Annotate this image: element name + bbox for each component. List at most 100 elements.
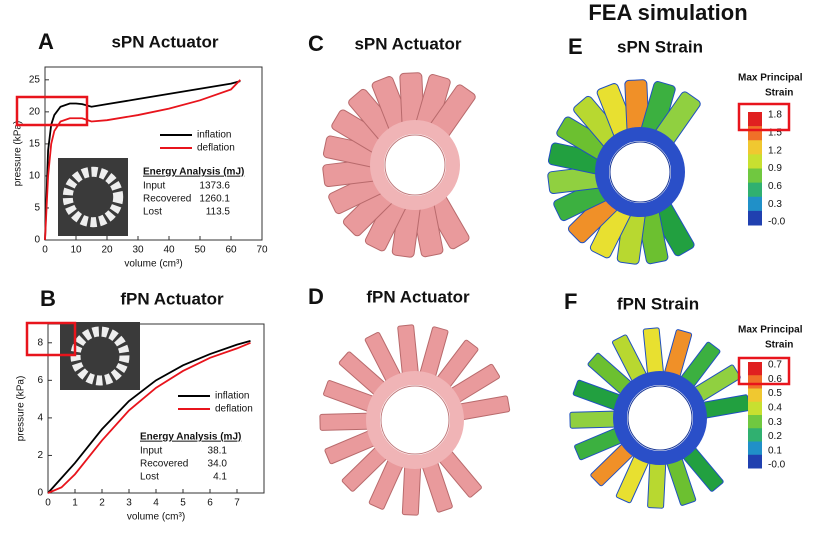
energy-value: 38.1 [208, 446, 228, 457]
colorbar-segment [748, 428, 762, 442]
y-tick-label: 20 [29, 106, 41, 117]
colorbar-segment [748, 375, 762, 389]
y-tick-label: 8 [37, 337, 43, 348]
y-tick-label: 5 [34, 203, 40, 214]
header: FEA simulation [588, 0, 747, 25]
energy-label: Lost [143, 207, 162, 218]
x-tick-label: 0 [45, 498, 51, 509]
colorbar-segment [748, 126, 762, 141]
energy-value: 1373.6 [199, 181, 230, 192]
x-tick-label: 7 [234, 498, 240, 509]
y-tick-label: 2 [37, 450, 43, 461]
x-tick-label: 30 [132, 245, 144, 256]
x-tick-label: 5 [180, 498, 186, 509]
x-tick-label: 40 [163, 245, 175, 256]
plot-frame [44, 66, 263, 241]
panel-letter: C [308, 31, 324, 56]
inner-hole [384, 134, 446, 196]
panel-title: fPN Actuator [366, 287, 470, 306]
y-tick-label: 0 [34, 235, 40, 246]
x-tick-label: 6 [207, 498, 213, 509]
panel-letter: D [308, 284, 324, 309]
x-tick-label: 2 [99, 498, 105, 509]
inset-actuator [62, 166, 124, 228]
y-tick-label: 0 [37, 488, 43, 499]
legend-label: inflation [215, 391, 249, 402]
panel-title: sPN Actuator [111, 32, 218, 51]
energy-value: 4.1 [213, 472, 227, 483]
panel-title: sPN Strain [617, 37, 703, 56]
chamber [319, 412, 374, 431]
colorbar-tick-label: -0.0 [768, 460, 786, 471]
inner-ring [370, 120, 460, 210]
colorbar-tick-label: 1.5 [768, 127, 782, 138]
colorbar-segment [748, 196, 762, 212]
colorbar-tick-label: 0.7 [768, 360, 782, 371]
y-tick-label: 4 [37, 413, 43, 424]
chamber [647, 457, 667, 509]
x-tick-label: 0 [42, 245, 48, 256]
x-tick-label: 10 [70, 245, 82, 256]
colorbar-segment [748, 112, 762, 127]
inner-ring [613, 371, 707, 465]
legend-label: deflation [197, 143, 235, 154]
chamber [401, 461, 422, 516]
y-axis-label: pressure (kPa) [13, 121, 24, 187]
legend-title: Strain [765, 340, 793, 351]
colorbar-segment [748, 388, 762, 403]
colorbar-segment [748, 415, 762, 429]
energy-value: 1260.1 [199, 194, 230, 205]
colorbar-tick-label: 0.9 [768, 163, 782, 174]
data-line [47, 340, 251, 494]
energy-value: 34.0 [208, 459, 228, 470]
legend-title: Strain [765, 88, 793, 99]
data-line [44, 79, 241, 241]
legend-label: deflation [215, 404, 253, 415]
panel-letter: B [40, 286, 56, 311]
x-tick-label: 60 [225, 245, 237, 256]
colorbar-tick-label: -0.0 [768, 217, 786, 228]
y-tick-label: 6 [37, 375, 43, 386]
legend-title: Max Principal [738, 73, 803, 84]
panel-title: fPN Actuator [120, 289, 224, 308]
x-tick-label: 20 [101, 245, 113, 256]
highlight-box [737, 356, 791, 386]
data-line [44, 80, 241, 241]
inner-hole [627, 385, 693, 451]
x-tick-label: 4 [153, 498, 159, 509]
inner-hole [380, 385, 450, 455]
highlight-box [25, 321, 77, 357]
colorbar-tick-label: 0.2 [768, 431, 782, 442]
inner-ring [366, 371, 464, 469]
energy-label: Lost [140, 472, 159, 483]
panel-letter: A [38, 29, 54, 54]
panel-title: fPN Strain [617, 294, 699, 313]
colorbar-tick-label: 0.6 [768, 374, 782, 385]
panel-letter: E [568, 34, 583, 59]
colorbar-tick-label: 0.1 [768, 445, 782, 456]
x-axis-label: volume (cm³) [124, 259, 182, 270]
colorbar-tick-label: 0.3 [768, 199, 782, 210]
energy-label: Recovered [140, 459, 188, 470]
highlight-box [15, 95, 89, 127]
chamber [569, 410, 621, 429]
energy-value: 113.5 [206, 207, 231, 218]
legend-title: Max Principal [738, 325, 803, 336]
inset-title: Energy Analysis (mJ) [143, 167, 244, 178]
colorbar-tick-label: 1.8 [768, 110, 782, 121]
colorbar-segment [748, 210, 762, 226]
chamber [397, 324, 420, 380]
y-tick-label: 15 [29, 139, 41, 150]
panel-title: sPN Actuator [354, 34, 461, 53]
x-tick-label: 70 [256, 245, 268, 256]
energy-label: Input [140, 446, 162, 457]
colorbar-segment [748, 182, 762, 198]
x-tick-label: 50 [194, 245, 206, 256]
x-axis-label: volume (cm³) [127, 512, 185, 523]
colorbar-segment [748, 140, 762, 155]
colorbar-segment [748, 401, 762, 416]
colorbar-tick-label: 1.2 [768, 145, 782, 156]
y-axis-label: pressure (kPa) [16, 376, 27, 442]
colorbar-tick-label: 0.5 [768, 388, 782, 399]
